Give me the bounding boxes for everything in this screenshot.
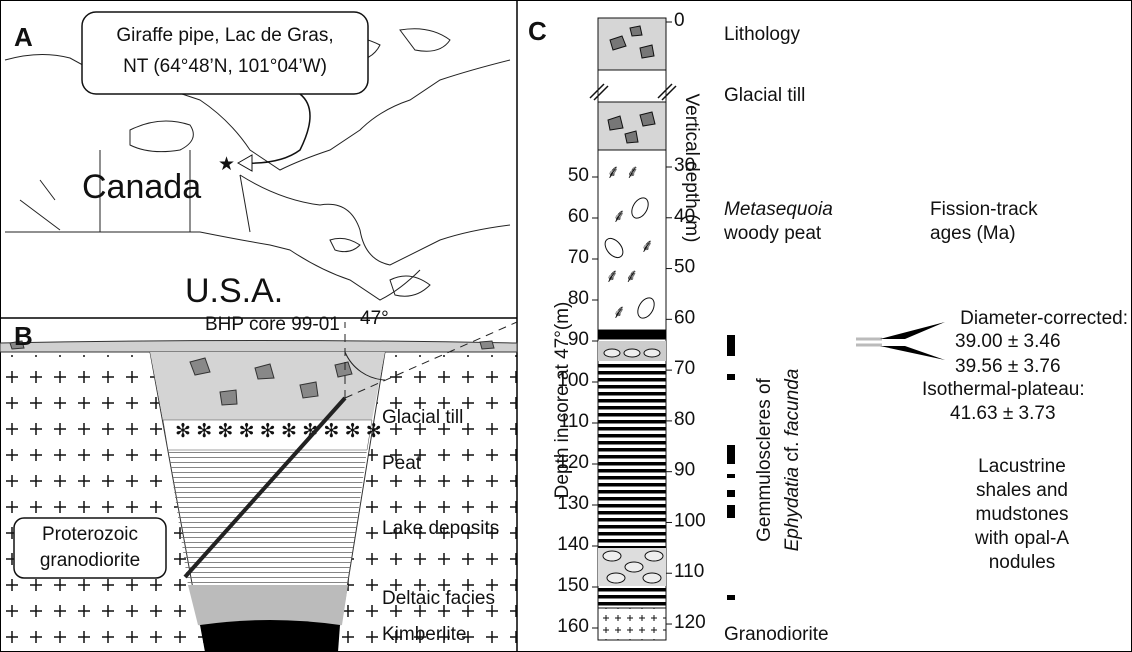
unit-label: with opal-A <box>974 528 1069 549</box>
axis-label: Depth in core at 47°(m) <box>552 302 573 499</box>
svg-text:⸙ ⸙: ⸙ ⸙ <box>606 162 640 183</box>
panel-label: C <box>528 16 547 46</box>
tick-label: 70 <box>568 247 589 268</box>
tick-label: 80 <box>568 288 589 309</box>
svg-text:⸙ ⸙: ⸙ ⸙ <box>605 266 639 287</box>
svg-text:⸙: ⸙ <box>640 236 654 257</box>
tick-label: 80 <box>674 409 695 430</box>
layer-label: Lake deposits <box>382 518 499 539</box>
tick-label: 140 <box>557 534 589 555</box>
unit-label: shales and <box>976 480 1068 501</box>
tick-label: 150 <box>557 575 589 596</box>
layer-label: Peat <box>382 453 422 474</box>
tick-label: 60 <box>568 206 589 227</box>
unit-label: Lacustrine <box>978 456 1066 477</box>
layer-label: Deltaic facies <box>382 588 495 609</box>
tick-label: 110 <box>559 411 589 432</box>
callout: NT (64°48’N, 101°04’W) <box>123 56 327 77</box>
svg-text:⸙: ⸙ <box>612 302 626 323</box>
lithology-column: ⸙ ⸙⸙⸙⸙ ⸙⸙ <box>589 17 945 641</box>
tick-label: 100 <box>674 510 706 531</box>
tick-label: 110 <box>674 561 704 582</box>
angle-label: 47° <box>360 308 389 329</box>
axis-label: Vertical depth (m) <box>681 94 702 243</box>
core-label: BHP core 99-01 <box>205 314 340 335</box>
ft-label: Isothermal-plateau: <box>922 379 1085 400</box>
cf: cf. <box>782 442 803 462</box>
ft-header: ages (Ma) <box>930 223 1016 244</box>
panel-label: A <box>14 22 33 52</box>
tick-label: 30 <box>674 155 695 176</box>
tick-label: 60 <box>674 307 695 328</box>
unit-label: Granodiorite <box>724 624 829 645</box>
layer-label: Glacial till <box>382 407 463 428</box>
star: ★ <box>218 154 235 175</box>
unit-label: nodules <box>989 552 1056 573</box>
tick-label: 90 <box>674 460 695 481</box>
callout: Giraffe pipe, Lac de Gras, <box>116 25 333 46</box>
unit-label: mudstones <box>976 504 1069 525</box>
tick-label: 70 <box>674 358 695 379</box>
layer-label: Kimberlite <box>382 624 466 645</box>
ft-header: Fission-track <box>930 199 1038 220</box>
unit-label: Lithology <box>724 24 801 45</box>
tick-label: 40 <box>674 206 695 227</box>
map: ★ <box>4 11 511 301</box>
tick-label: 120 <box>674 612 706 633</box>
genus: Ephydatia <box>782 467 803 552</box>
sponge-label: Gemmuloscleres of <box>754 377 775 541</box>
tick-label: 130 <box>557 493 589 514</box>
ft-age: 39.56 ± 3.76 <box>955 356 1061 377</box>
rock-label: Proterozoic <box>42 524 138 545</box>
tick-label: 0 <box>674 10 685 31</box>
svg-text:✻ ✻ ✻ ✻ ✻ ✻ ✻ ✻ ✻ ✻: ✻ ✻ ✻ ✻ ✻ ✻ ✻ ✻ ✻ ✻ <box>175 421 382 442</box>
cross-section: ✻ ✻ ✻ ✻ ✻ ✻ ✻ ✻ ✻ ✻ <box>0 321 518 652</box>
unit-label: woody peat <box>723 223 822 244</box>
ft-age: 41.63 ± 3.73 <box>950 403 1056 424</box>
tick-label: 120 <box>557 452 589 473</box>
country-label: U.S.A. <box>185 272 283 310</box>
tick-label: 50 <box>674 257 695 278</box>
unit-label: Glacial till <box>724 85 805 106</box>
rock-label: granodiorite <box>40 550 140 571</box>
tick-label: 50 <box>568 165 589 186</box>
tick-label: 90 <box>568 329 589 350</box>
tick-label: 160 <box>557 616 589 637</box>
sponge-label: Ephydatia cf. facunda <box>782 369 803 552</box>
panel-label: B <box>14 321 33 351</box>
ft-age: 39.00 ± 3.46 <box>955 331 1061 352</box>
epithet: facunda <box>782 369 803 437</box>
svg-text:⸙: ⸙ <box>612 206 626 227</box>
tick-label: 100 <box>557 370 589 391</box>
country-label: Canada <box>82 168 201 206</box>
unit-label: Metasequoia <box>724 199 833 220</box>
ft-label: Diameter-corrected: <box>960 308 1128 329</box>
